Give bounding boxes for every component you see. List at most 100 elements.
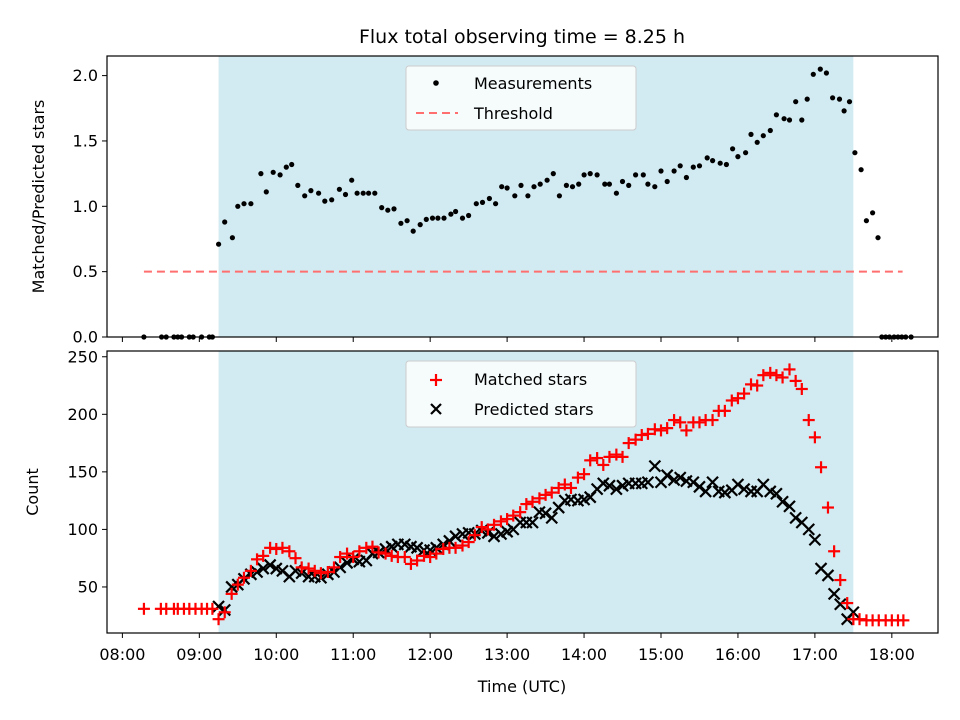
matched-star-point <box>327 561 340 574</box>
matched-star-point <box>552 481 565 494</box>
matched-star-point <box>571 471 584 484</box>
measurement-point <box>410 228 416 234</box>
measurement-point <box>793 99 799 105</box>
measurement-point <box>518 182 524 188</box>
matched-star-point <box>738 387 751 400</box>
predicted-star-point <box>545 511 559 525</box>
matched-star-point <box>334 551 347 564</box>
predicted-star-point <box>340 556 354 570</box>
predicted-star-point <box>526 516 539 529</box>
bottom-x-tick-label: 17:00 <box>792 645 838 664</box>
measurement-point <box>870 210 876 216</box>
matched-star-point <box>475 521 488 534</box>
matched-star-point <box>802 414 815 427</box>
matched-star-point <box>501 513 514 526</box>
matched-star-point <box>237 571 250 584</box>
measurement-point <box>385 207 391 213</box>
measurement-point <box>735 154 741 160</box>
measurement-point <box>342 191 349 198</box>
matched-star-point <box>494 515 507 528</box>
predicted-star-point <box>783 500 796 513</box>
legend-predicted-label: Predicted stars <box>474 400 594 419</box>
matched-star-point <box>468 529 481 542</box>
matched-star-point <box>584 454 597 467</box>
measurement-point <box>525 193 531 199</box>
measurement-point <box>664 178 670 185</box>
matched-star-point <box>424 551 437 564</box>
matched-star-point <box>251 553 264 566</box>
matched-star-point <box>526 495 539 508</box>
measurement-point <box>302 193 308 199</box>
matched-star-point <box>231 578 244 591</box>
matched-star-point <box>372 546 385 559</box>
matched-star-point <box>668 414 681 427</box>
measurement-point <box>704 155 710 161</box>
measurement-point <box>531 184 537 190</box>
measurement-point <box>652 184 658 190</box>
bottom-x-tick-label: 11:00 <box>330 645 376 664</box>
measurement-point <box>723 161 730 168</box>
predicted-star-point <box>603 479 616 492</box>
measurement-point <box>730 146 736 152</box>
matched-star-point <box>795 382 808 395</box>
measurement-point <box>773 112 780 118</box>
matched-star-point <box>212 613 225 626</box>
predicted-star-point <box>808 533 822 547</box>
matched-star-point <box>398 551 411 564</box>
measurement-point <box>404 218 410 224</box>
legend-matched-marker <box>430 374 442 386</box>
legend-measurements-label: Measurements <box>474 74 592 93</box>
measurement-point <box>466 212 472 219</box>
matched-star-point <box>366 540 379 553</box>
matched-star-point <box>308 564 321 577</box>
top-y-tick-label: 1.0 <box>73 197 98 216</box>
predicted-star-point <box>827 587 841 601</box>
predicted-star-point <box>673 471 687 484</box>
matched-star-point <box>745 378 758 391</box>
matched-star-point <box>321 565 334 578</box>
measurement-point <box>841 108 847 114</box>
measurement-point <box>781 116 787 122</box>
matched-star-point <box>449 541 462 554</box>
matched-star-point <box>564 481 577 494</box>
measurement-point <box>671 168 677 174</box>
matched-star-point <box>404 557 417 570</box>
matched-star-point <box>270 542 283 555</box>
matched-star-point <box>302 562 315 575</box>
measurement-point <box>556 193 563 199</box>
matched-star-point <box>815 461 828 474</box>
measurement-point <box>569 184 576 190</box>
matched-star-point <box>481 523 494 536</box>
measurement-point <box>277 172 283 178</box>
matched-star-point <box>597 458 610 471</box>
measurement-point <box>235 203 241 209</box>
matched-star-point <box>411 554 424 567</box>
matched-star-point <box>764 366 777 379</box>
x-axis-label: Time (UTC) <box>477 677 566 696</box>
matched-star-point <box>629 433 642 446</box>
measurement-point <box>486 195 492 202</box>
predicted-stars-points <box>212 459 860 626</box>
matched-star-point <box>137 602 150 615</box>
matched-star-point <box>206 602 219 615</box>
measurement-point <box>379 205 385 211</box>
matched-star-point <box>783 363 796 376</box>
measurement-point <box>435 215 441 221</box>
matched-star-point <box>706 414 719 427</box>
matched-star-point <box>603 450 616 463</box>
measurement-point <box>391 206 397 212</box>
chart-title: Flux total observing time = 8.25 h <box>359 26 685 48</box>
measurement-point <box>658 168 664 174</box>
top-y-tick-label: 0.5 <box>73 262 98 281</box>
measurement-point <box>289 161 295 168</box>
measurement-point <box>349 177 355 183</box>
measurement-point <box>283 164 289 170</box>
matched-star-point <box>283 545 296 558</box>
predicted-star-point <box>821 569 835 582</box>
measurement-point <box>336 186 342 192</box>
measurement-point <box>754 139 760 145</box>
matched-star-point <box>655 424 667 437</box>
legend-predicted-marker <box>430 403 442 415</box>
matched-star-point <box>641 427 654 440</box>
predicted-star-point <box>610 482 623 496</box>
